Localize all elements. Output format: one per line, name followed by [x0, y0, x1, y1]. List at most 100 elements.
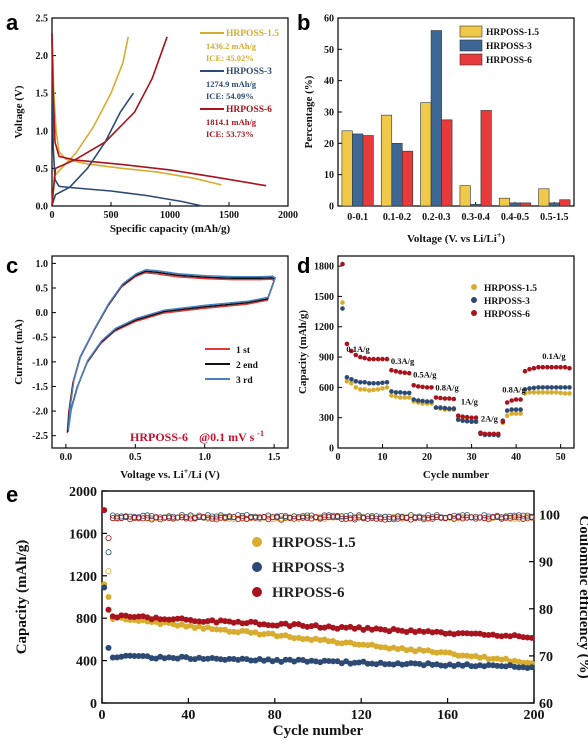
panel-e-capacity-point [351, 659, 358, 666]
panel-e-capacity-point [455, 630, 462, 637]
panel-c-x-tick-label: 0.5 [129, 452, 142, 463]
panel-c-annotation-sample: HRPOSS-6 [130, 430, 188, 444]
panel-d-point [460, 414, 466, 420]
panel-d-point [518, 397, 523, 402]
panel-e-capacity-point [278, 632, 285, 639]
panel-e-ce-point [144, 515, 151, 522]
panel-e-capacity-point [468, 630, 475, 637]
panel-d-point [429, 385, 434, 390]
panel-d-rate-label: 0.8A/g [502, 384, 526, 394]
panel-d-point [420, 398, 425, 404]
panel-d-point [344, 375, 350, 380]
panel-e-y-tick-label: 0 [90, 697, 97, 712]
panel-d-legend-name: HRPOSS-6 [484, 310, 530, 320]
panel-e-ce-point [325, 514, 332, 521]
panel-e-ce-point [425, 514, 432, 521]
panel-e-ce-point [511, 515, 518, 522]
panel-c-y-tick-label: -1.5 [32, 382, 48, 393]
panel-c-y-tick-label: -2.0 [32, 407, 48, 418]
panel-e-ce-point [524, 515, 531, 522]
panel-e-ce-point [308, 515, 315, 522]
panel-e-capacity-point [222, 618, 229, 625]
panel-e-capacity-point [442, 630, 449, 637]
panel-e-ce-point [420, 516, 427, 523]
panel-d-point [455, 417, 461, 423]
panel-d-y-tick-label: 600 [319, 383, 334, 394]
panel-e-ce-point [472, 515, 479, 522]
panel-d-point [353, 379, 359, 384]
panel-e-capacity-point [481, 631, 488, 638]
panel-e-capacity-point [140, 653, 146, 659]
panel-c-cv-curve [67, 269, 277, 431]
panel-c-letter: c [6, 253, 18, 278]
panel-d-point [500, 419, 506, 425]
panel-e-ce-point [105, 535, 112, 542]
panel-e-capacity-point [399, 661, 406, 668]
panel-d-point [553, 390, 559, 395]
panel-d-point [429, 399, 434, 404]
panel-d-point [527, 366, 532, 372]
panel-e-ce-point [394, 513, 401, 520]
panel-d-point [469, 415, 474, 421]
panel-e-capacity-point [481, 653, 488, 660]
panel-e-ce-point [377, 515, 384, 522]
panel-d-point [380, 386, 385, 391]
panel-e-capacity-point [105, 606, 112, 613]
panel-b-legend-swatch [459, 39, 483, 52]
panel-d-y-tick-label: 300 [319, 413, 334, 424]
panel-d-point [513, 397, 519, 402]
panel-e-ce-point [183, 515, 190, 522]
panel-b-bar [352, 133, 364, 207]
panel-d-point [522, 368, 528, 374]
panel-a-charge-curve [51, 36, 168, 206]
panel-e-capacity-point [213, 626, 220, 633]
panel-a-x-tick-label: 2000 [278, 210, 298, 221]
panel-e-ce-point [386, 516, 393, 523]
panel-d-x-tick-label: 50 [556, 452, 566, 463]
panel-e-ce-point [291, 515, 298, 522]
panel-a-legend-capacity: 1814.1 mAh/g [206, 117, 257, 127]
panel-e-capacity-point [528, 664, 535, 671]
panel-a-y-tick-label: 1.0 [36, 126, 49, 137]
panel-e-ce-point [472, 513, 479, 520]
panel-d-point [393, 368, 399, 374]
panel-b-bar [401, 150, 414, 207]
panel-e-ce-point [338, 516, 345, 523]
panel-a-legend-capacity: 1436.2 mAh/g [206, 41, 257, 51]
panel-e-capacity-point [196, 623, 203, 630]
panel-d-point [504, 400, 510, 405]
panel-e-ce-point [187, 515, 194, 522]
panel-e-capacity-point [269, 622, 276, 629]
panel-a-legend-ice: ICE: 45.02% [206, 53, 254, 63]
panel-d-point [504, 413, 510, 419]
panel-e-ce-point [213, 516, 220, 523]
panel-d-point [402, 370, 408, 376]
panel-e-ce-point [170, 515, 177, 522]
panel-e-y-tick-label: 800 [76, 612, 97, 627]
panel-a: a 0 500 1000 1500 2000 0.0 0.5 1.0 1.5 2.0 2.5 HRP… [6, 10, 298, 235]
panel-d-point [455, 413, 461, 419]
panel-d-point [460, 418, 466, 424]
panel-e-y-axis-label: Capacity (mAh/g) [14, 540, 30, 655]
panel-e-ce-point [135, 515, 142, 522]
panel-e-ce-point [368, 513, 375, 520]
panel-d-point [424, 399, 430, 404]
panel-d-point [545, 385, 550, 390]
panel-d-legend-name: HRPOSS-3 [484, 297, 530, 307]
panel-e-capacity-point [291, 621, 298, 628]
panel-d-point [438, 405, 443, 410]
panel-e-legend-marker [252, 562, 262, 572]
panel-d-point [380, 380, 385, 386]
panel-e-ce-point [321, 514, 328, 521]
panel-b-y-tick-label: 50 [324, 45, 334, 56]
panel-d-point [469, 419, 474, 425]
panel-e-ce-point [468, 514, 475, 521]
panel-c-legend-name: 3 rd [236, 376, 253, 386]
panel-a-charge-curve [51, 36, 129, 206]
panel-c-legend-name: 1 st [236, 346, 251, 356]
panel-b-bar [430, 30, 442, 207]
panel-d-point [442, 405, 448, 411]
panel-d-point [540, 364, 546, 370]
panel-c-x-axis-label-sup: + [184, 467, 189, 476]
panel-e-capacity-point [174, 615, 181, 622]
